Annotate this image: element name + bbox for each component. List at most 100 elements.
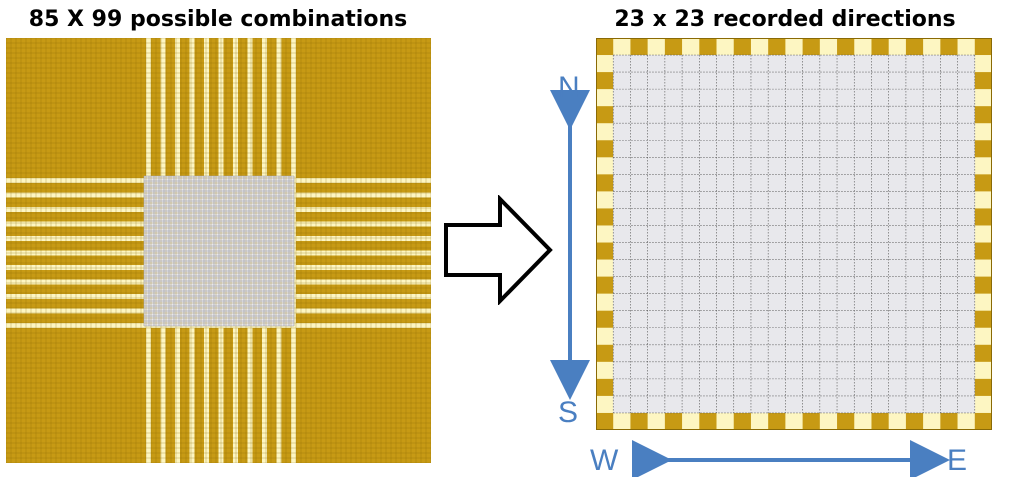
direction-cell <box>750 242 769 260</box>
border-cell <box>596 293 614 311</box>
direction-cell <box>957 174 976 192</box>
compass-overlay: N S W E <box>550 71 967 477</box>
border-cell <box>596 395 614 414</box>
direction-cell <box>923 55 941 73</box>
direction-cell <box>819 327 838 346</box>
direction-cell <box>613 123 631 141</box>
direction-cell <box>837 242 855 260</box>
direction-cell <box>940 89 958 107</box>
direction-cell <box>630 310 648 329</box>
direction-cell <box>854 327 872 346</box>
border-cell <box>923 412 941 430</box>
direction-cell <box>630 208 648 226</box>
direction-cell <box>905 157 924 175</box>
direction-cell <box>630 191 648 209</box>
direction-cell <box>905 208 924 226</box>
direction-cell <box>837 72 855 90</box>
direction-cell <box>888 378 907 397</box>
border-cell <box>596 55 614 73</box>
direction-cell <box>768 225 786 243</box>
direction-cell <box>647 89 666 107</box>
direction-cell <box>888 140 907 158</box>
direction-cell <box>940 72 958 90</box>
direction-cell <box>699 378 717 397</box>
border-cell <box>957 412 976 430</box>
fine-grid-lines <box>6 38 431 463</box>
direction-cell <box>682 395 700 414</box>
direction-cell <box>682 310 700 329</box>
direction-cell <box>923 395 941 414</box>
direction-cell <box>647 395 666 414</box>
direction-cell <box>613 259 631 277</box>
direction-cell <box>716 140 735 158</box>
direction-cell <box>854 72 872 90</box>
direction-cell <box>871 208 889 226</box>
direction-cell <box>699 259 717 277</box>
direction-cell <box>699 327 717 346</box>
direction-cell <box>733 395 752 414</box>
direction-cell <box>733 310 752 329</box>
direction-cell <box>940 174 958 192</box>
direction-cell <box>733 293 752 311</box>
direction-cell <box>647 72 666 90</box>
direction-cell <box>682 208 700 226</box>
direction-cell <box>682 191 700 209</box>
direction-cell <box>871 55 889 73</box>
border-cell <box>888 412 907 430</box>
direction-cell <box>888 55 907 73</box>
direction-cell <box>957 344 976 363</box>
direction-cell <box>768 276 786 294</box>
direction-cell <box>768 72 786 90</box>
direction-cell <box>630 293 648 311</box>
direction-cell <box>923 123 941 141</box>
direction-cell <box>854 259 872 277</box>
direction-cell <box>733 191 752 209</box>
direction-cell <box>716 72 735 90</box>
direction-cell <box>905 242 924 260</box>
direction-cell <box>699 55 717 73</box>
direction-cell <box>837 89 855 107</box>
direction-cell <box>716 327 735 346</box>
border-cell <box>802 412 821 430</box>
direction-cell <box>630 106 648 124</box>
direction-cell <box>647 344 666 363</box>
direction-cell <box>699 89 717 107</box>
border-cell <box>596 310 614 329</box>
direction-cell <box>940 208 958 226</box>
direction-cell <box>716 378 735 397</box>
direction-cell <box>923 106 941 124</box>
direction-cell <box>733 89 752 107</box>
direction-cell <box>664 327 683 346</box>
border-cell <box>596 140 614 158</box>
direction-cell <box>733 327 752 346</box>
border-cell <box>837 412 855 430</box>
direction-cell <box>750 293 769 311</box>
direction-cell <box>837 225 855 243</box>
direction-cell <box>664 259 683 277</box>
direction-cell <box>699 140 717 158</box>
direction-cell <box>682 259 700 277</box>
direction-cell <box>733 225 752 243</box>
direction-cell <box>940 293 958 311</box>
border-cell <box>871 38 889 56</box>
direction-cell <box>613 72 631 90</box>
direction-cell <box>699 276 717 294</box>
direction-cell <box>768 106 786 124</box>
direction-cell <box>768 55 786 73</box>
border-cell <box>596 191 614 209</box>
direction-cell <box>750 378 769 397</box>
direction-cell <box>854 106 872 124</box>
direction-cell <box>733 157 752 175</box>
direction-cell <box>613 89 631 107</box>
direction-cell <box>716 106 735 124</box>
direction-cell <box>871 225 889 243</box>
direction-cell <box>905 140 924 158</box>
direction-cell <box>802 310 821 329</box>
border-cell <box>750 412 769 430</box>
direction-cell <box>871 310 889 329</box>
direction-cell <box>923 361 941 380</box>
direction-cell <box>664 395 683 414</box>
direction-cell <box>854 276 872 294</box>
direction-cell <box>630 276 648 294</box>
